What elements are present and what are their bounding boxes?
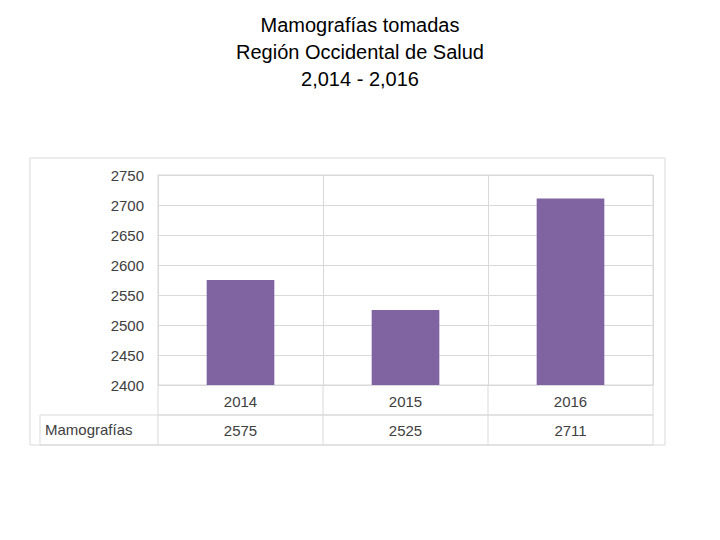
svg-text:2400: 2400: [111, 377, 144, 394]
svg-text:2450: 2450: [111, 347, 144, 364]
svg-text:2575: 2575: [224, 422, 257, 439]
svg-text:2600: 2600: [111, 257, 144, 274]
svg-text:Región Occidental de Salud: Región Occidental de Salud: [236, 41, 484, 63]
svg-text:2,014 - 2,016: 2,014 - 2,016: [301, 68, 419, 90]
svg-text:2525: 2525: [389, 422, 422, 439]
svg-text:Mamografías: Mamografías: [45, 421, 133, 438]
svg-text:2550: 2550: [111, 287, 144, 304]
svg-text:2711: 2711: [554, 422, 586, 439]
svg-text:2500: 2500: [111, 317, 144, 334]
svg-text:2750: 2750: [111, 167, 144, 184]
svg-text:2016: 2016: [554, 393, 587, 410]
svg-text:2700: 2700: [111, 197, 144, 214]
svg-text:2014: 2014: [224, 393, 257, 410]
svg-text:Mamografías tomadas: Mamografías tomadas: [261, 14, 460, 36]
svg-text:2015: 2015: [389, 393, 422, 410]
svg-text:2650: 2650: [111, 227, 144, 244]
